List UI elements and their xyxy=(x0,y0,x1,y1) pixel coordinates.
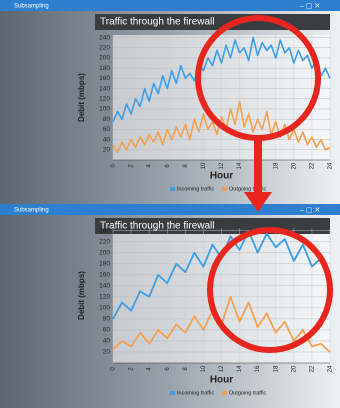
y-tick-label: 220 xyxy=(99,44,110,51)
legend-swatch xyxy=(222,187,227,191)
y-tick-label: 160 xyxy=(99,75,110,82)
y-tick-label: 240 xyxy=(99,227,110,234)
arrow-head xyxy=(244,192,272,212)
x-tick-label: 6 xyxy=(165,367,171,371)
y-tick-label: 40 xyxy=(103,338,111,345)
window-controls[interactable]: – ▢ ✕ xyxy=(300,3,320,10)
y-tick-label: 180 xyxy=(99,261,110,268)
magnifier-circle xyxy=(195,15,321,141)
y-tick-label: 120 xyxy=(99,95,110,102)
x-tick-label: 24 xyxy=(328,365,334,372)
title-bar xyxy=(0,204,340,215)
data-line xyxy=(112,36,331,123)
chart-title: Traffic through the firewall xyxy=(100,221,215,232)
window-title: Subsampling xyxy=(14,208,49,214)
y-tick-label: 20 xyxy=(103,349,111,356)
x-tick-label: 10 xyxy=(201,365,207,372)
x-tick-label: 20 xyxy=(291,365,297,372)
window-controls[interactable]: – ▢ ✕ xyxy=(300,207,320,214)
legend-label: Incoming traffic xyxy=(177,186,214,192)
y-tick-label: 180 xyxy=(99,65,110,72)
y-tick-label: 40 xyxy=(103,136,111,143)
legend-label: Incoming traffic xyxy=(177,390,214,396)
y-tick-label: 60 xyxy=(103,327,111,334)
window-title: Subsampling xyxy=(14,4,49,10)
x-tick-label: 6 xyxy=(165,164,171,168)
x-tick-label: 4 xyxy=(147,367,153,371)
legend-label: Outgoing traffic xyxy=(229,186,266,192)
y-tick-label: 220 xyxy=(99,238,110,245)
x-tick-label: 24 xyxy=(328,162,334,169)
y-tick-label: 20 xyxy=(103,147,111,154)
magnifier-circle xyxy=(207,227,333,353)
y-tick-label: 80 xyxy=(103,316,111,323)
x-tick-label: 8 xyxy=(183,367,189,371)
legend-label: Outgoing traffic xyxy=(229,390,266,396)
charts: Traffic through the firewall204060801001… xyxy=(77,14,334,396)
y-axis-label: Debit (mbps) xyxy=(77,73,86,122)
y-tick-label: 60 xyxy=(103,126,111,133)
title-bar xyxy=(0,0,340,11)
y-tick-label: 200 xyxy=(99,250,110,257)
y-tick-label: 140 xyxy=(99,85,110,92)
magnifier-overlay xyxy=(195,15,333,353)
x-tick-label: 8 xyxy=(183,164,189,168)
y-tick-label: 140 xyxy=(99,283,110,290)
x-tick-label: 20 xyxy=(291,162,297,169)
x-tick-label: 18 xyxy=(273,162,279,169)
y-tick-label: 100 xyxy=(99,305,110,312)
y-axis-label: Debit (mbps) xyxy=(77,271,86,320)
legend-swatch xyxy=(222,391,227,395)
chart-title: Traffic through the firewall xyxy=(100,17,215,28)
x-tick-label: 16 xyxy=(255,365,261,372)
x-tick-label: 14 xyxy=(237,162,243,169)
x-axis-label: Hour xyxy=(210,171,233,182)
legend-swatch xyxy=(170,187,175,191)
x-tick-label: 22 xyxy=(309,365,315,372)
y-tick-label: 200 xyxy=(99,55,110,62)
x-tick-label: 22 xyxy=(309,162,315,169)
y-tick-label: 240 xyxy=(99,34,110,41)
x-axis-label: Hour xyxy=(210,375,233,386)
x-tick-label: 10 xyxy=(201,162,207,169)
x-tick-label: 0 xyxy=(111,164,117,168)
y-tick-label: 160 xyxy=(99,272,110,279)
y-tick-label: 100 xyxy=(99,106,110,113)
x-tick-label: 14 xyxy=(237,365,243,372)
x-tick-label: 18 xyxy=(273,365,279,372)
x-tick-label: 2 xyxy=(129,367,135,371)
x-tick-label: 2 xyxy=(129,164,135,168)
legend-swatch xyxy=(170,391,175,395)
y-tick-label: 80 xyxy=(103,116,111,123)
x-tick-label: 12 xyxy=(219,365,225,372)
x-tick-label: 12 xyxy=(219,162,225,169)
y-tick-label: 120 xyxy=(99,294,110,301)
x-tick-label: 0 xyxy=(111,367,117,371)
x-tick-label: 4 xyxy=(147,164,153,168)
